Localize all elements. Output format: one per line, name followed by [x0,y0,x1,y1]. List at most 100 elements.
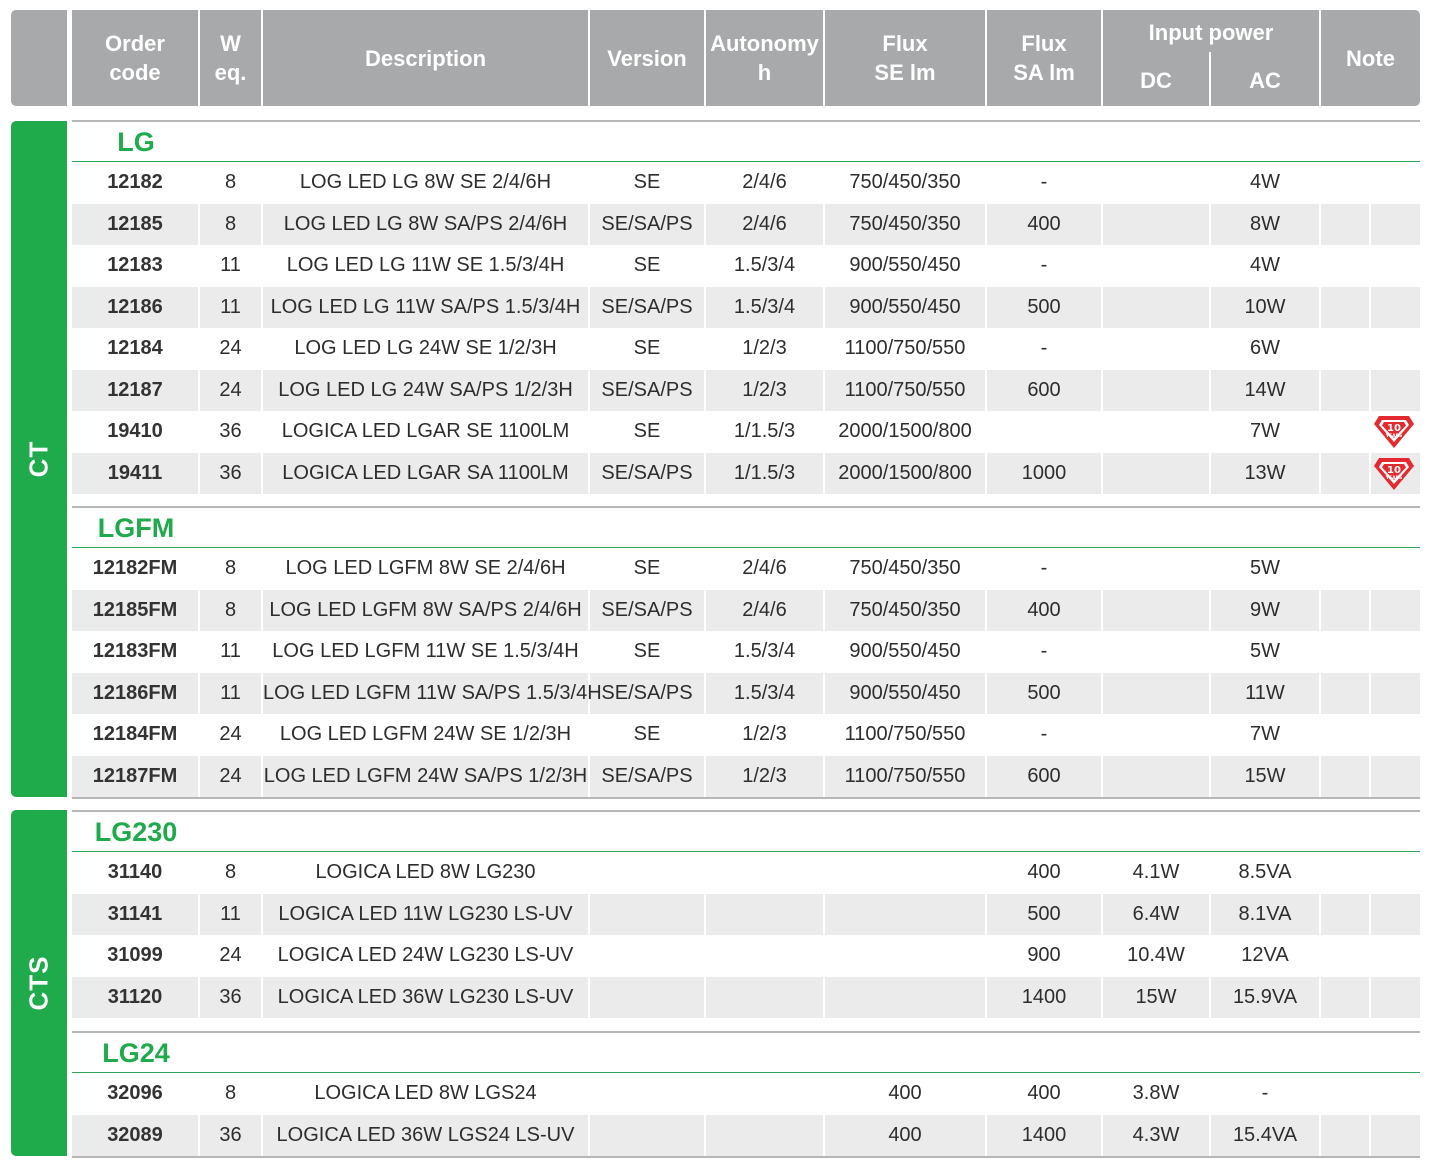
cell-flux-sa: 500 [1027,681,1061,704]
cell-divider [1369,203,1371,245]
cell-w: 8 [224,212,237,235]
cell-flux-se [825,852,985,893]
cell-ac: 7W [1250,723,1280,745]
cell-autonomy: 2/4/6 [742,212,787,235]
cell-divider [1209,893,1211,935]
cell-code: 31099 [107,944,163,966]
cell-desc: LOG LED LGFM 11W SA/PS 1.5/3/4H [263,681,602,704]
cell-flux-se: 900/550/450 [849,681,961,704]
col-order-code: Order code [105,31,165,85]
cell-autonomy: 2/4/6 [742,598,787,621]
cell-ac: 5W [1250,640,1280,662]
cell-flux-se: 900/550/450 [849,295,961,318]
cell-flux-se: 1100/750/550 [844,378,966,401]
cell-autonomy: 1.5/3/4 [733,640,796,662]
cell-divider [704,286,706,328]
cell-divider [704,369,706,411]
cell-divider [1209,452,1211,494]
cell-divider [1101,893,1103,935]
cell-desc: LOGICA LED 24W LG230 LS-UV [277,944,574,966]
cell-w: 36 [219,985,242,1008]
cell-divider [1101,1114,1103,1156]
cell-desc: LOGICA LED 36W LGS24 LS-UV [276,1123,575,1146]
cell-divider [198,589,200,631]
cell-divider [1319,369,1321,411]
group-top-rule [72,506,1420,508]
cell-flux-sa: 600 [1027,378,1061,401]
cell-w: 36 [219,1123,242,1146]
cell-autonomy: 2/4/6 [742,171,787,193]
cell-divider [588,452,590,494]
col-w-eq: W eq. [214,31,247,85]
cell-code: 12184 [107,337,163,359]
cell-divider [1101,589,1103,631]
cell-dc: 6.4W [1132,902,1180,925]
cell-version: SE/SA/PS [601,764,693,787]
cell-desc: LOGICA LED LGAR SE 1100LM [281,420,570,442]
cell-ac: - [1261,1082,1269,1104]
cell-ac: 8.5VA [1238,861,1292,883]
cell-divider [588,589,590,631]
cell-version: SE [633,420,661,442]
cell-desc: LOG LED LG 8W SA/PS 2/4/6H [283,212,568,235]
cell-ac: 15.9VA [1232,985,1298,1008]
cell-divider [1209,286,1211,328]
cell-code: 19410 [107,420,163,442]
header-divider [198,10,200,106]
cell-code: 12185FM [92,598,178,621]
cell-flux-se: 750/450/350 [849,557,961,579]
cell-w: 11 [220,902,241,925]
cell-desc: LOGICA LED 36W LG230 LS-UV [277,985,574,1008]
cell-divider [261,452,263,494]
cell-flux-se: 900/550/450 [849,640,961,662]
cell-divider [1319,755,1321,797]
cell-flux-sa: 500 [1027,902,1061,925]
cell-version: SE/SA/PS [601,681,693,704]
cell-code: 32089 [107,1123,163,1146]
cell-divider [704,672,706,714]
cell-ac: 7W [1250,420,1280,442]
cell-autonomy: 1/2/3 [742,764,787,787]
col-flux-sa: Flux SA lm [1013,31,1075,85]
cell-divider [1369,893,1371,935]
table-row: 12182 8 LOG LED LG 8W SE 2/4/6H SE 2/4/6 750/… [72,162,1420,203]
table-row: 12185FM 8 LOG LED LGFM 8W SA/PS 2/4/6H SE/S… [72,589,1420,631]
cell-divider [985,203,987,245]
cell-dc [1103,328,1209,369]
cell-autonomy [706,852,823,893]
col-version: Version [607,45,687,71]
cell-divider [704,976,706,1018]
cell-w: 24 [219,378,242,401]
col-input-power: Input power [1148,19,1274,45]
ten-years-badge-icon: 10 YEARS [1373,457,1415,491]
cell-desc: LOG LED LGFM 24W SA/PS 1/2/3H [263,764,588,787]
table-row: 19411 36 LOGICA LED LGAR SA 1100LM SE/SA/PS… [72,452,1420,494]
header-divider [1209,52,1211,106]
cell-flux-sa: 400 [1027,861,1061,883]
col-note: Note [1346,45,1395,71]
table-row: 19410 36 LOGICA LED LGAR SE 1100LM SE 1/1.5/… [72,411,1420,452]
cell-w: 8 [224,598,237,621]
cell-ac: 14W [1244,378,1286,401]
cell-divider [1101,286,1103,328]
cell-desc: LOG LED LGFM 24W SE 1/2/3H [279,723,572,745]
header-divider [1319,10,1321,106]
cell-ac: 9W [1250,598,1280,621]
cell-version: SE/SA/PS [601,598,693,621]
cell-w: 8 [224,171,237,193]
cell-flux-sa: 600 [1027,764,1061,787]
group-title: LGFM [97,513,175,543]
cell-divider [985,755,987,797]
cell-divider [1209,369,1211,411]
cell-divider [823,452,825,494]
cell-divider [985,589,987,631]
cell-divider [985,976,987,1018]
cell-autonomy: 1.5/3/4 [733,295,796,318]
cell-desc: LOG LED LG 24W SE 1/2/3H [294,337,557,359]
cell-version [590,1115,704,1156]
cell-divider [198,976,200,1018]
cell-flux-se: 2000/1500/800 [838,420,972,442]
cell-code: 32096 [107,1082,163,1104]
cell-divider [823,369,825,411]
cell-code: 12185 [107,212,163,235]
